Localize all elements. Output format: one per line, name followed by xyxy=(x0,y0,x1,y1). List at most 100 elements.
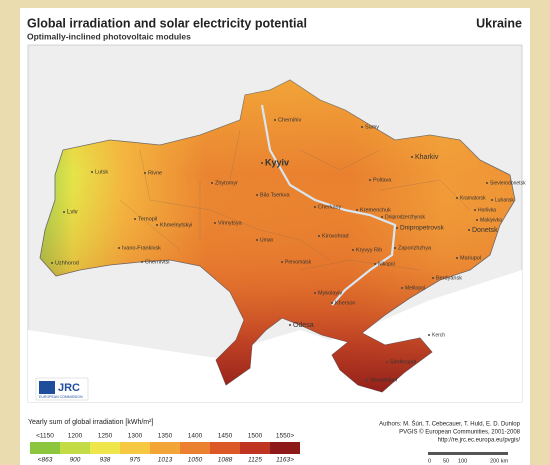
city-label: Poltava xyxy=(373,177,392,183)
legend-swatch xyxy=(30,442,60,454)
city-label: Odesa xyxy=(293,322,314,329)
city-dot xyxy=(134,218,136,220)
city-label: Nikopol xyxy=(378,261,395,267)
city-dot xyxy=(356,209,358,211)
city-label: Zhytomyr xyxy=(215,180,238,186)
legend-electricity-label: 1050 xyxy=(188,457,203,464)
city-dot xyxy=(474,209,476,211)
legend-irradiation-label: 1350 xyxy=(158,433,173,440)
subtitle: Optimally-inclined photovoltaic modules xyxy=(27,31,191,41)
legend-irradiation-label: 1400 xyxy=(188,433,203,440)
city-dot xyxy=(211,182,213,184)
city-label: Uman xyxy=(260,237,274,243)
city-dot xyxy=(256,194,258,196)
city-dot xyxy=(369,179,371,181)
city-label: Khmelnytskyi xyxy=(160,222,192,228)
legend-electricity-label: 900 xyxy=(70,457,81,464)
city-dot xyxy=(401,287,403,289)
credits-authors: Authors: M. Šúri, T. Cebecauer, T. Huld,… xyxy=(379,421,521,428)
city-dot xyxy=(274,119,276,121)
legend-swatch xyxy=(150,442,180,454)
city-dot xyxy=(394,247,396,249)
legend-electricity-label: <863 xyxy=(38,457,53,464)
city-dot xyxy=(314,292,316,294)
legend-irradiation-label: 1500 xyxy=(248,433,263,440)
legend: <1150 <863 1200 900 1250 938 1300 975 1350 1013 14… xyxy=(30,433,300,464)
city-dot xyxy=(318,235,320,237)
city-label: Kharkiv xyxy=(415,154,439,161)
title: Global irradiation and solar electricity… xyxy=(27,16,307,30)
city-dot xyxy=(476,219,478,221)
city-dot xyxy=(381,216,383,218)
city-label: Zaporizhzhya xyxy=(398,245,432,251)
scale-label: 0 xyxy=(428,458,431,464)
city-label: Berdyansk xyxy=(436,275,462,281)
city-dot xyxy=(91,171,93,173)
legend-irradiation-label: 1300 xyxy=(128,433,143,440)
city-dot xyxy=(261,162,263,164)
city-dot xyxy=(456,197,458,199)
legend-electricity-label: 938 xyxy=(100,457,111,464)
city-label: Makiyivka xyxy=(480,217,502,223)
city-dot xyxy=(491,199,493,201)
city-label: Kherson xyxy=(335,300,356,306)
city-dot xyxy=(256,239,258,241)
city-dot xyxy=(63,211,65,213)
legend-electricity-label: 1088 xyxy=(218,457,233,464)
legend-irradiation-label: 1250 xyxy=(98,433,113,440)
city-label: Kramatorsk xyxy=(460,195,486,201)
legend-title: Yearly sum of global irradiation [kWh/m²… xyxy=(28,419,153,426)
city-label: Cherkasy xyxy=(318,204,341,210)
logo-org: EUROPEAN COMMISSION xyxy=(39,395,83,399)
legend-electricity-label: 1125 xyxy=(248,457,262,464)
city-label: Kremenchuk xyxy=(360,207,391,213)
city-dot xyxy=(432,277,434,279)
logo-text: JRC xyxy=(58,382,80,394)
city-label: Melitopol xyxy=(405,285,425,291)
city-dot xyxy=(352,249,354,251)
city-dot xyxy=(331,302,333,304)
city-label: Kirovohrad xyxy=(322,233,349,239)
city-label: Chernihiv xyxy=(278,117,301,123)
city-label: Kryvyy Rih xyxy=(356,247,382,253)
city-label: Ivano-Frankivsk xyxy=(122,245,161,251)
city-label: Dniprodzerzhynsk xyxy=(385,214,426,220)
city-label: Bila Tserkva xyxy=(260,192,290,198)
irradiation-overlay xyxy=(40,80,515,392)
city-dot xyxy=(366,379,368,381)
city-dot xyxy=(118,247,120,249)
city-dot xyxy=(361,126,363,128)
legend-electricity-label: 1013 xyxy=(158,457,173,464)
city-dot xyxy=(456,257,458,259)
city-dot xyxy=(386,361,388,363)
legend-electricity-label: 975 xyxy=(130,457,141,464)
city-label: Sevastopol xyxy=(370,377,397,383)
city-label: Dnipropetrovsk xyxy=(400,225,444,232)
scale-bar: 0 50 100 200 km xyxy=(428,452,508,464)
city-label: Horlivka xyxy=(478,207,496,213)
city-label: Vinnytsya xyxy=(218,220,243,226)
country-name: Ukraine xyxy=(476,16,522,30)
city-dot xyxy=(214,222,216,224)
city-dot xyxy=(281,261,283,263)
city-label: Sievierodonetsk xyxy=(490,180,526,186)
logo: JRC EUROPEAN COMMISSION xyxy=(35,377,89,401)
legend-electricity-label: 1163> xyxy=(276,457,294,464)
legend-swatch xyxy=(60,442,90,454)
city-label: Kyyiv xyxy=(265,157,289,167)
city-dot xyxy=(411,156,413,158)
credits-copyright: PVGIS © European Communities, 2001-2008 xyxy=(399,429,520,436)
city-labels: Chernihiv Sumy Kharkiv Kyyiv Zhytomyr Rivne Lu… xyxy=(51,117,526,383)
city-label: Mykolayiv xyxy=(318,290,342,296)
city-label: Simferopol xyxy=(390,359,416,365)
credits-url: http://re.jrc.ec.europa.eu/pvgis/ xyxy=(438,438,521,444)
city-label: Chernivtsi xyxy=(145,259,169,265)
scale-label: 50 xyxy=(443,458,449,464)
city-label: Sumy xyxy=(365,124,379,130)
city-label: Ternopil xyxy=(138,216,157,222)
logo-flag xyxy=(39,381,55,394)
legend-swatch xyxy=(240,442,270,454)
city-dot xyxy=(289,324,291,326)
